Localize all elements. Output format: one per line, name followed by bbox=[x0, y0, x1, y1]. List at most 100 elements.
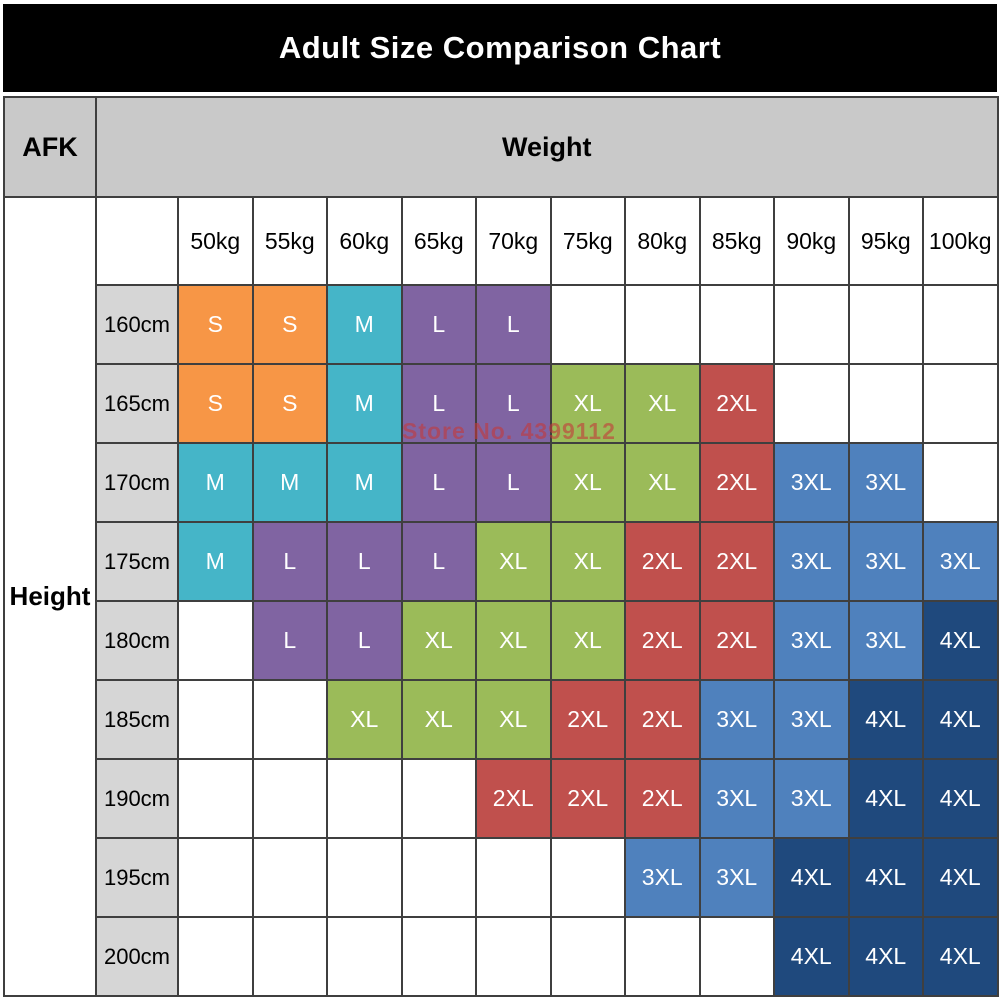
weight-column-header: 90kg bbox=[773, 196, 850, 286]
size-cell-xl: XL bbox=[549, 442, 626, 523]
size-cell-l: L bbox=[326, 600, 403, 681]
height-row-label: 180cm bbox=[95, 600, 179, 681]
size-cell-xl: XL bbox=[549, 600, 626, 681]
table-row: 195cm 3XL 3XL 4XL 4XL 4XL bbox=[4, 837, 999, 918]
size-cell-2xl: 2XL bbox=[624, 600, 701, 681]
size-cell-s: S bbox=[251, 363, 328, 444]
size-cell-s: S bbox=[177, 284, 254, 365]
size-cell-4xl: 4XL bbox=[922, 758, 999, 839]
size-cell-xl: XL bbox=[475, 600, 552, 681]
size-cell-3xl: 3XL bbox=[773, 521, 850, 602]
size-cell-2xl: 2XL bbox=[549, 758, 626, 839]
empty-cell bbox=[475, 916, 552, 997]
size-cell-xl: XL bbox=[549, 521, 626, 602]
weight-header-row: Height 50kg 55kg 60kg 65kg 70kg 75kg 80kg 85kg 9… bbox=[3, 196, 999, 997]
size-cell-l: L bbox=[400, 363, 477, 444]
weight-column-header: 65kg bbox=[400, 196, 477, 286]
empty-cell bbox=[326, 916, 403, 997]
weight-column-header: 50kg bbox=[177, 196, 254, 286]
empty-cell bbox=[326, 837, 403, 918]
brand-label: AFK bbox=[3, 96, 97, 198]
height-row-label: 190cm bbox=[95, 758, 179, 839]
empty-cell bbox=[326, 758, 403, 839]
size-cell-l: L bbox=[475, 284, 552, 365]
empty-cell bbox=[177, 916, 254, 997]
size-cell-m: M bbox=[177, 521, 254, 602]
blank-cell bbox=[95, 196, 179, 286]
empty-cell bbox=[922, 284, 999, 365]
height-row-label: 185cm bbox=[95, 679, 179, 760]
size-cell-xl: XL bbox=[475, 521, 552, 602]
size-cell-4xl: 4XL bbox=[922, 600, 999, 681]
size-cell-3xl: 3XL bbox=[698, 837, 775, 918]
empty-cell bbox=[177, 600, 254, 681]
weight-column-header: 100kg bbox=[922, 196, 999, 286]
size-cell-l: L bbox=[400, 521, 477, 602]
size-cell-2xl: 2XL bbox=[475, 758, 552, 839]
empty-cell bbox=[922, 442, 999, 523]
height-row-label: 165cm bbox=[95, 363, 179, 444]
empty-cell bbox=[549, 837, 626, 918]
size-cell-3xl: 3XL bbox=[847, 442, 924, 523]
empty-cell bbox=[773, 363, 850, 444]
empty-cell bbox=[251, 837, 328, 918]
table-row: 160cm S S M L L bbox=[4, 284, 999, 365]
empty-cell bbox=[549, 284, 626, 365]
size-cell-m: M bbox=[177, 442, 254, 523]
size-cell-xl: XL bbox=[400, 679, 477, 760]
empty-cell bbox=[400, 837, 477, 918]
size-cell-m: M bbox=[326, 442, 403, 523]
empty-cell bbox=[847, 363, 924, 444]
height-row-label: 160cm bbox=[95, 284, 179, 365]
weight-axis-label: Weight bbox=[95, 96, 999, 198]
size-cell-3xl: 3XL bbox=[847, 521, 924, 602]
size-cell-2xl: 2XL bbox=[698, 521, 775, 602]
size-cell-s: S bbox=[251, 284, 328, 365]
height-row-label: 195cm bbox=[95, 837, 179, 918]
height-row-label: 200cm bbox=[95, 916, 179, 997]
size-cell-s: S bbox=[177, 363, 254, 444]
size-cell-3xl: 3XL bbox=[773, 679, 850, 760]
size-cell-l: L bbox=[251, 600, 328, 681]
weight-column-header: 70kg bbox=[475, 196, 552, 286]
size-cell-2xl: 2XL bbox=[698, 442, 775, 523]
empty-cell bbox=[549, 916, 626, 997]
size-cell-m: M bbox=[326, 363, 403, 444]
size-cell-4xl: 4XL bbox=[847, 679, 924, 760]
size-cell-xl: XL bbox=[624, 442, 701, 523]
size-cell-4xl: 4XL bbox=[922, 916, 999, 997]
page-title: Adult Size Comparison Chart bbox=[3, 4, 997, 92]
size-cell-xl: XL bbox=[400, 600, 477, 681]
size-cell-xl: XL bbox=[549, 363, 626, 444]
table-row: 180cm L L XL XL XL 2XL 2XL 3XL 3XL 4XL bbox=[4, 600, 999, 681]
weight-column-header: 60kg bbox=[326, 196, 403, 286]
empty-cell bbox=[624, 916, 701, 997]
empty-cell bbox=[922, 363, 999, 444]
size-cell-l: L bbox=[400, 442, 477, 523]
empty-cell bbox=[475, 837, 552, 918]
empty-cell bbox=[847, 284, 924, 365]
table-row: 185cm XL XL XL 2XL 2XL 3XL 3XL 4XL 4XL bbox=[4, 679, 999, 760]
size-cell-2xl: 2XL bbox=[698, 363, 775, 444]
size-cell-3xl: 3XL bbox=[698, 758, 775, 839]
size-cell-4xl: 4XL bbox=[847, 758, 924, 839]
size-cell-xl: XL bbox=[624, 363, 701, 444]
size-cell-m: M bbox=[251, 442, 328, 523]
empty-cell bbox=[177, 758, 254, 839]
size-cell-2xl: 2XL bbox=[549, 679, 626, 760]
weight-column-header: 85kg bbox=[698, 196, 775, 286]
size-cell-2xl: 2XL bbox=[698, 600, 775, 681]
table-row: 165cm S S M L L XL XL 2XL bbox=[4, 363, 999, 444]
size-cell-4xl: 4XL bbox=[922, 837, 999, 918]
table-row: 175cm M L L L XL XL 2XL 2XL 3XL 3XL 3XL bbox=[4, 521, 999, 602]
size-cell-l: L bbox=[251, 521, 328, 602]
size-cell-4xl: 4XL bbox=[773, 837, 850, 918]
empty-cell bbox=[624, 284, 701, 365]
size-cell-3xl: 3XL bbox=[847, 600, 924, 681]
table-row: 170cm M M M L L XL XL 2XL 3XL 3XL bbox=[4, 442, 999, 523]
size-comparison-table: AFK Weight Height 50kg 55kg 60kg 65kg 70kg 75… bbox=[3, 96, 999, 997]
size-cell-xl: XL bbox=[326, 679, 403, 760]
empty-cell bbox=[400, 916, 477, 997]
size-cell-xl: XL bbox=[475, 679, 552, 760]
